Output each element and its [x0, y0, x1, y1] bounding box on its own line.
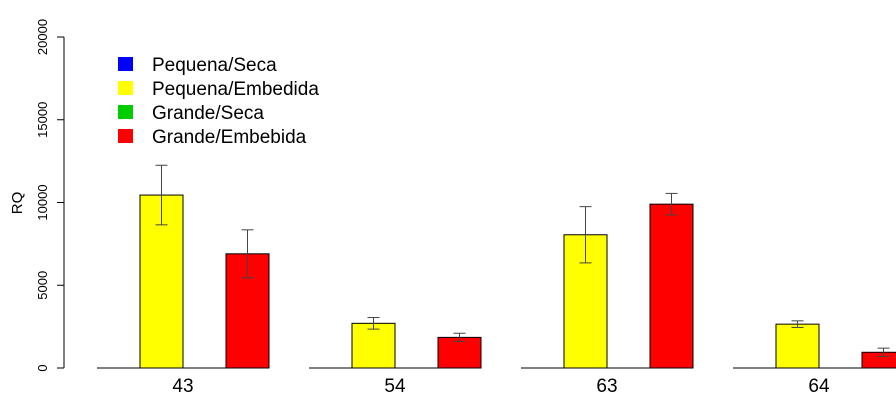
legend-swatch	[118, 105, 133, 119]
y-tick-label: 10000	[35, 184, 50, 220]
x-axis-tick-labels: 43 54 63 64	[172, 376, 830, 393]
legend-swatch	[118, 129, 133, 143]
bar-group-43	[97, 164, 270, 369]
bar-63-grande-embebida	[649, 203, 694, 369]
error-bar	[877, 347, 890, 357]
legend-item: Pequena/Embedida	[118, 79, 319, 100]
y-axis: 0 5000 10000 15000 20000	[35, 19, 65, 372]
error-bar	[241, 229, 254, 279]
x-tick-label: 64	[808, 376, 830, 393]
legend: Pequena/Seca Pequena/Embedida Grande/Seca G…	[118, 55, 319, 148]
y-axis-title: RQ	[9, 192, 26, 215]
bar-groups	[97, 164, 896, 369]
legend-label: Pequena/Seca	[152, 55, 277, 76]
error-bar	[665, 192, 678, 216]
legend-item: Pequena/Seca	[118, 55, 277, 76]
error-bar	[155, 164, 168, 226]
bar-group-63	[521, 192, 694, 369]
error-bar	[579, 206, 592, 264]
legend-item: Grande/Seca	[118, 103, 264, 124]
error-bar	[453, 332, 466, 343]
bar-group-54	[309, 317, 482, 369]
x-tick-label: 43	[172, 376, 193, 393]
legend-swatch	[118, 81, 133, 95]
bar-54-pequena-embedida	[351, 322, 396, 369]
error-bar	[367, 317, 380, 330]
legend-item: Grande/Embebida	[118, 127, 307, 148]
y-tick-label: 5000	[35, 271, 50, 300]
y-tick-label: 15000	[35, 102, 50, 138]
x-tick-label: 54	[384, 376, 406, 393]
y-tick-label: 0	[35, 364, 50, 371]
bar-group-64	[733, 320, 896, 369]
bar-54-grande-embebida	[437, 336, 482, 369]
error-bar	[791, 320, 804, 328]
legend-label: Grande/Seca	[152, 103, 264, 124]
legend-label: Pequena/Embedida	[152, 79, 319, 100]
y-tick-label: 20000	[35, 19, 50, 55]
legend-swatch	[118, 57, 133, 71]
legend-label: Grande/Embebida	[152, 127, 307, 148]
x-tick-label: 63	[596, 376, 617, 393]
bar-64-grande-embebida	[861, 351, 896, 369]
bar-64-pequena-embedida	[775, 323, 820, 369]
